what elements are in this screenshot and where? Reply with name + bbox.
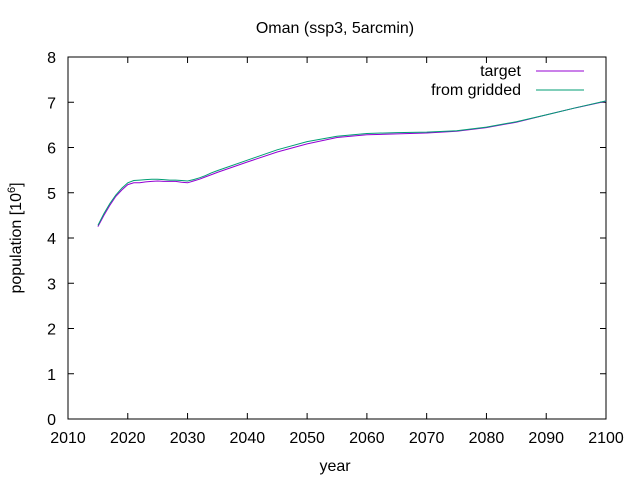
legend-label-target: target xyxy=(480,63,521,80)
plot-frame xyxy=(67,56,607,420)
y-axis: 0 1 2 3 4 5 6 7 8 xyxy=(47,50,606,429)
x-tick-label: 2010 xyxy=(50,430,86,447)
chart-title: Oman (ssp3, 5arcmin) xyxy=(256,20,414,37)
legend-item-target: target xyxy=(480,63,584,80)
series-line-target xyxy=(97,100,607,227)
x-tick-label: 2070 xyxy=(409,430,445,447)
y-tick-label: 6 xyxy=(47,141,56,158)
y-tick-label: 5 xyxy=(47,186,56,203)
y-tick-label: 0 xyxy=(47,412,56,429)
y-tick-label: 2 xyxy=(47,322,56,339)
y-axis-label-base: population [10 xyxy=(8,193,25,294)
legend: target from gridded xyxy=(431,63,584,99)
y-axis-label: population [106] xyxy=(6,182,25,293)
y-tick-label: 4 xyxy=(47,231,56,248)
x-tick-label: 2080 xyxy=(469,430,505,447)
x-tick-label: 2100 xyxy=(588,430,624,447)
y-tick-label: 7 xyxy=(47,95,56,112)
x-tick-label: 2040 xyxy=(230,430,266,447)
x-axis: 2010 2020 2030 2040 2050 2060 2070 2080 2090 2100 xyxy=(50,57,624,447)
x-axis-label: year xyxy=(319,458,351,475)
x-tick-label: 2090 xyxy=(528,430,564,447)
x-tick-label: 2060 xyxy=(349,430,385,447)
x-tick-label: 2050 xyxy=(289,430,325,447)
legend-item-from-gridded: from gridded xyxy=(431,82,584,99)
y-axis-label-close: ] xyxy=(8,182,25,186)
y-tick-label: 8 xyxy=(47,50,56,67)
y-tick-label: 3 xyxy=(47,276,56,293)
x-tick-label: 2030 xyxy=(170,430,206,447)
y-axis-label-exponent: 6 xyxy=(6,187,18,193)
y-tick-label: 1 xyxy=(47,367,56,384)
series-layer xyxy=(97,100,607,227)
x-tick-label: 2020 xyxy=(110,430,146,447)
legend-label-from-gridded: from gridded xyxy=(431,82,521,99)
series-line-from-gridded xyxy=(97,100,607,226)
